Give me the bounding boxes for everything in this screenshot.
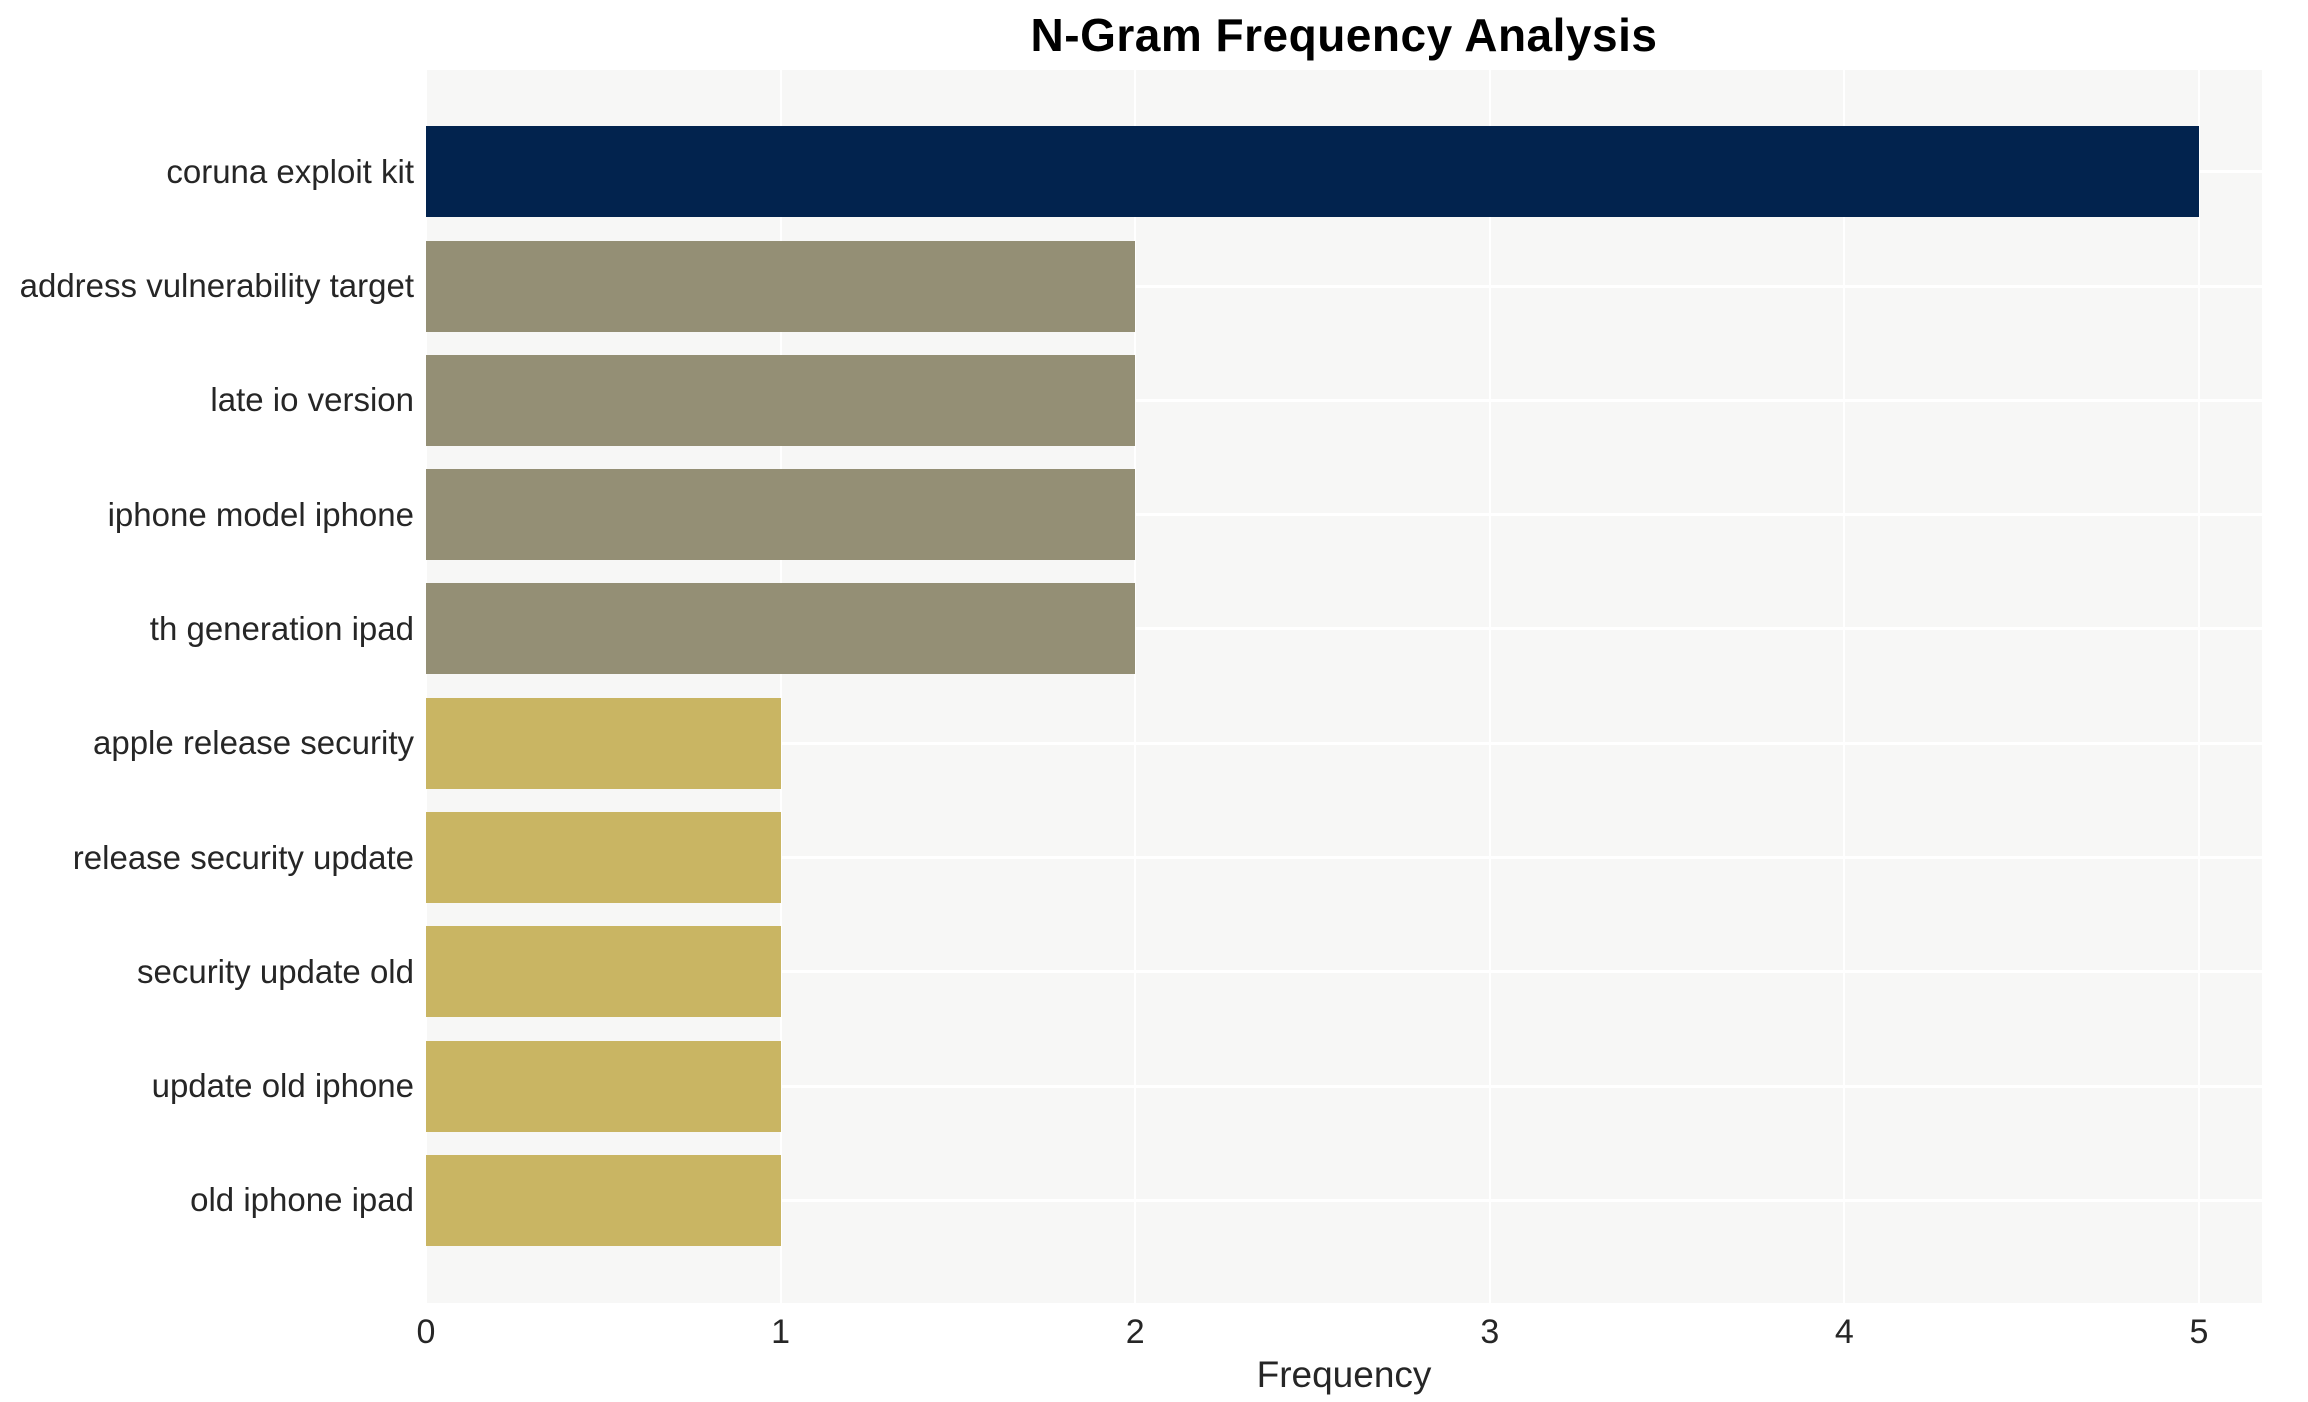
horizontal-gridline — [426, 1084, 2262, 1088]
bar-address-vulnerability-target — [426, 240, 1136, 332]
x-tick-label: 2 — [1125, 1313, 1145, 1351]
bar-th-generation-ipad — [426, 583, 1136, 675]
vertical-gridline — [779, 70, 782, 1303]
x-tick-label: 4 — [1834, 1313, 1854, 1351]
x-axis-ticks: 0 1 2 3 4 5 — [0, 1313, 2308, 1355]
category-label: iphone model iphone — [107, 495, 414, 533]
horizontal-gridline — [426, 741, 2262, 745]
bar-coruna-exploit-kit — [426, 126, 2199, 218]
category-label: th generation ipad — [149, 609, 414, 647]
vertical-gridline — [1843, 70, 1846, 1303]
bar-iphone-model-iphone — [426, 469, 1136, 561]
horizontal-gridline — [426, 970, 2262, 974]
horizontal-gridline — [426, 627, 2262, 631]
plot-area — [425, 70, 2262, 1303]
bar-apple-release-security — [426, 697, 781, 789]
vertical-gridline — [1488, 70, 1491, 1303]
vertical-gridline — [425, 70, 427, 1303]
vertical-gridline — [2198, 70, 2200, 1303]
chart-title: N-Gram Frequency Analysis — [1030, 9, 1658, 61]
vertical-gridline — [1134, 70, 1137, 1303]
horizontal-gridline — [426, 1198, 2262, 1202]
horizontal-gridline — [426, 856, 2262, 860]
category-label: apple release security — [92, 724, 414, 762]
category-label: update old iphone — [151, 1067, 414, 1105]
bar-old-iphone-ipad — [426, 1154, 781, 1246]
x-axis-label: Frequency — [1256, 1354, 1432, 1395]
y-axis-category-labels: coruna exploit kit address vulnerability … — [0, 70, 414, 1303]
horizontal-gridline — [426, 398, 2262, 402]
category-label: address vulnerability target — [19, 267, 414, 305]
bar-late-io-version — [426, 354, 1136, 446]
bar-security-update-old — [426, 926, 781, 1018]
bar-release-security-update — [426, 812, 781, 904]
x-tick-label: 0 — [416, 1313, 436, 1351]
x-tick-label: 5 — [2189, 1313, 2209, 1351]
category-label: release security update — [72, 838, 414, 876]
category-label: old iphone ipad — [190, 1181, 414, 1219]
x-tick-label: 1 — [771, 1313, 791, 1351]
horizontal-gridline — [426, 284, 2262, 288]
horizontal-gridline — [426, 513, 2262, 517]
category-label: late io version — [210, 381, 414, 419]
x-tick-label: 3 — [1480, 1313, 1500, 1351]
category-label: coruna exploit kit — [166, 152, 414, 190]
bar-update-old-iphone — [426, 1040, 781, 1132]
category-label: security update old — [136, 952, 414, 990]
